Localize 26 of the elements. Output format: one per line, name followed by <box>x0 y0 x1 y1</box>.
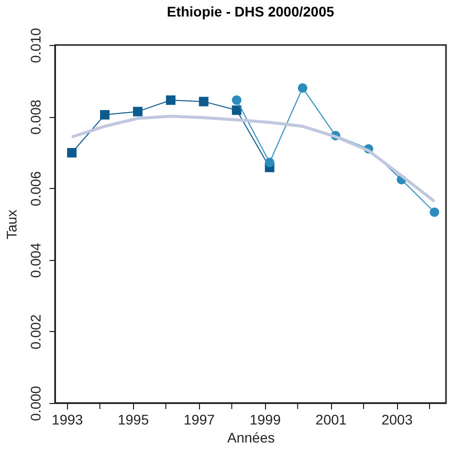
point <box>232 105 242 115</box>
point <box>298 83 308 93</box>
y-axis-title: Taux <box>4 210 20 240</box>
chart-title: Ethiopie - DHS 2000/2005 <box>166 3 334 20</box>
point <box>264 158 274 168</box>
x-tick-label: 2003 <box>381 412 413 428</box>
line-series <box>70 114 436 203</box>
y-tick-label: 0.010 <box>28 28 44 64</box>
y-tick-label: 0.004 <box>28 242 44 278</box>
point <box>166 95 176 105</box>
point <box>430 207 440 217</box>
y-tick-label: 0.002 <box>28 314 44 350</box>
point <box>232 95 242 105</box>
x-tick-label: 1995 <box>118 412 150 428</box>
y-tick-label: 0.006 <box>28 170 44 206</box>
y-tick-label: 0.000 <box>28 386 44 422</box>
x-tick-label: 2001 <box>316 412 347 428</box>
x-tick-label: 1993 <box>52 412 84 428</box>
point <box>133 106 142 116</box>
point <box>67 148 77 158</box>
x-axis-title: Années <box>227 430 275 446</box>
point <box>198 96 208 106</box>
y-tick-label: 0.008 <box>28 99 44 135</box>
point <box>100 110 110 120</box>
x-tick-label: 1999 <box>250 412 281 428</box>
x-tick-label: 1997 <box>184 412 216 428</box>
